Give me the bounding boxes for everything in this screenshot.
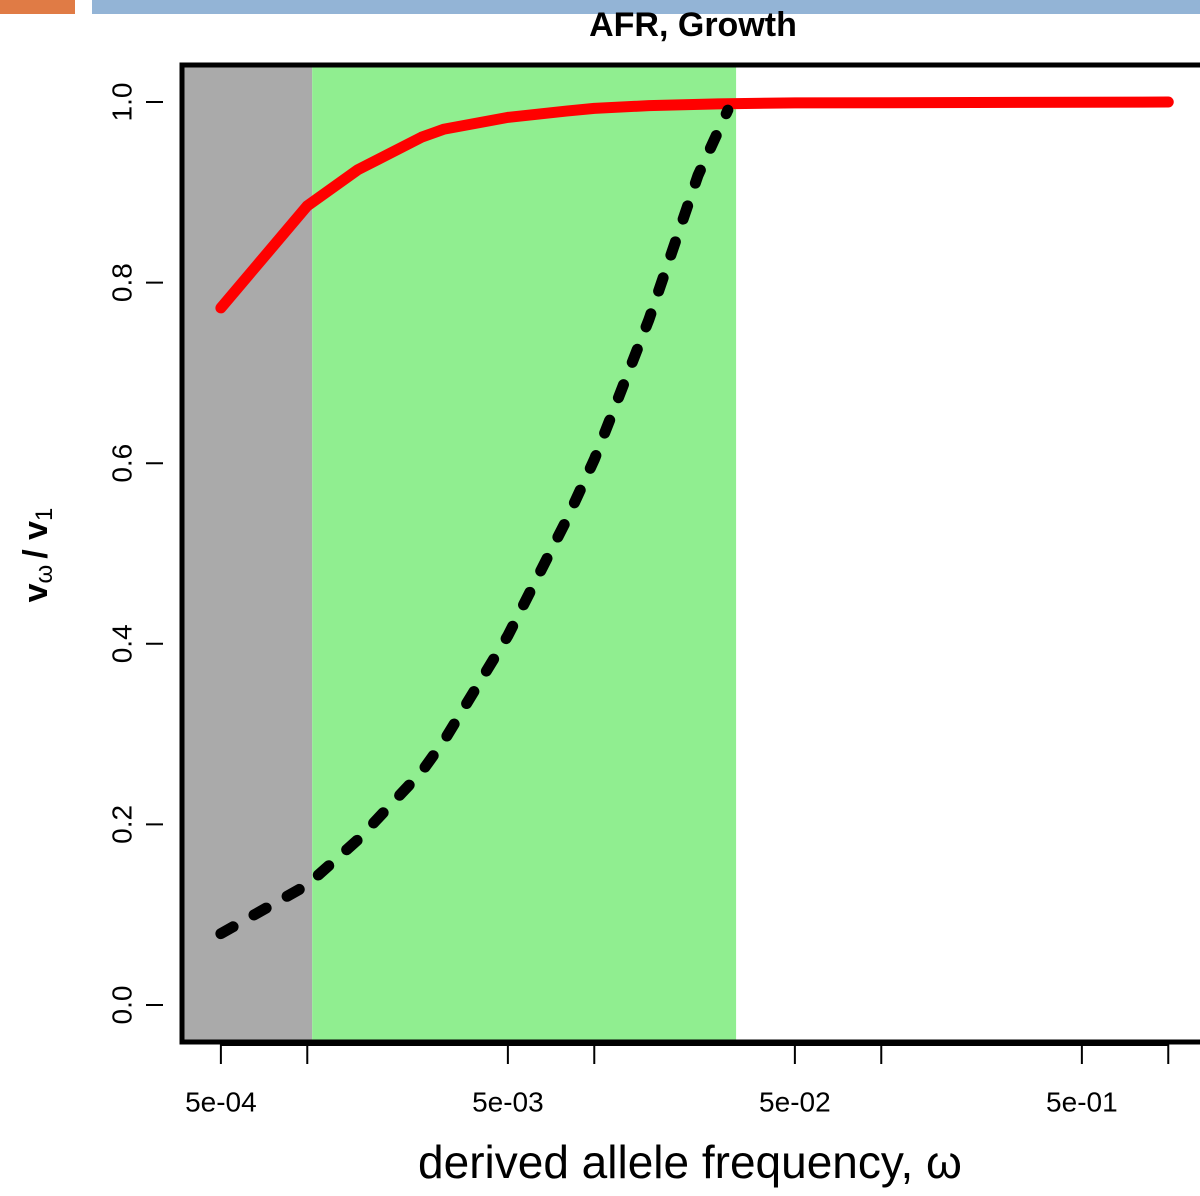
plot-frame (179, 62, 1200, 1045)
y-label-part: / v (17, 521, 55, 559)
banner-accent (0, 0, 75, 14)
x-tick-label: 5e-02 (759, 1086, 831, 1117)
y-tick-label: 0.4 (106, 624, 137, 663)
series-line (215, 104, 734, 940)
y-label-part: v (17, 583, 55, 602)
chart-title: AFR, Growth (589, 6, 797, 44)
banner-bar (92, 0, 1200, 14)
y-axis-label: vω / v1 (17, 508, 58, 603)
x-axis-label: derived allele frequency, ω (418, 1136, 962, 1188)
series-line (215, 96, 1174, 314)
y-tick-label: 0.0 (106, 986, 137, 1025)
x-tick-label: 5e-04 (185, 1086, 257, 1117)
x-tick-label: 5e-01 (1046, 1086, 1118, 1117)
y-tick-label: 0.8 (106, 263, 137, 302)
y-tick-label: 0.2 (106, 805, 137, 844)
shaded-region (312, 65, 737, 1042)
y-tick-label: 1.0 (106, 83, 137, 122)
y-label-part: 1 (31, 508, 58, 521)
x-tick-label: 5e-03 (472, 1086, 544, 1117)
y-tick-label: 0.6 (106, 444, 137, 483)
plot-area (182, 65, 737, 1042)
y-label-part: ω (31, 565, 58, 584)
